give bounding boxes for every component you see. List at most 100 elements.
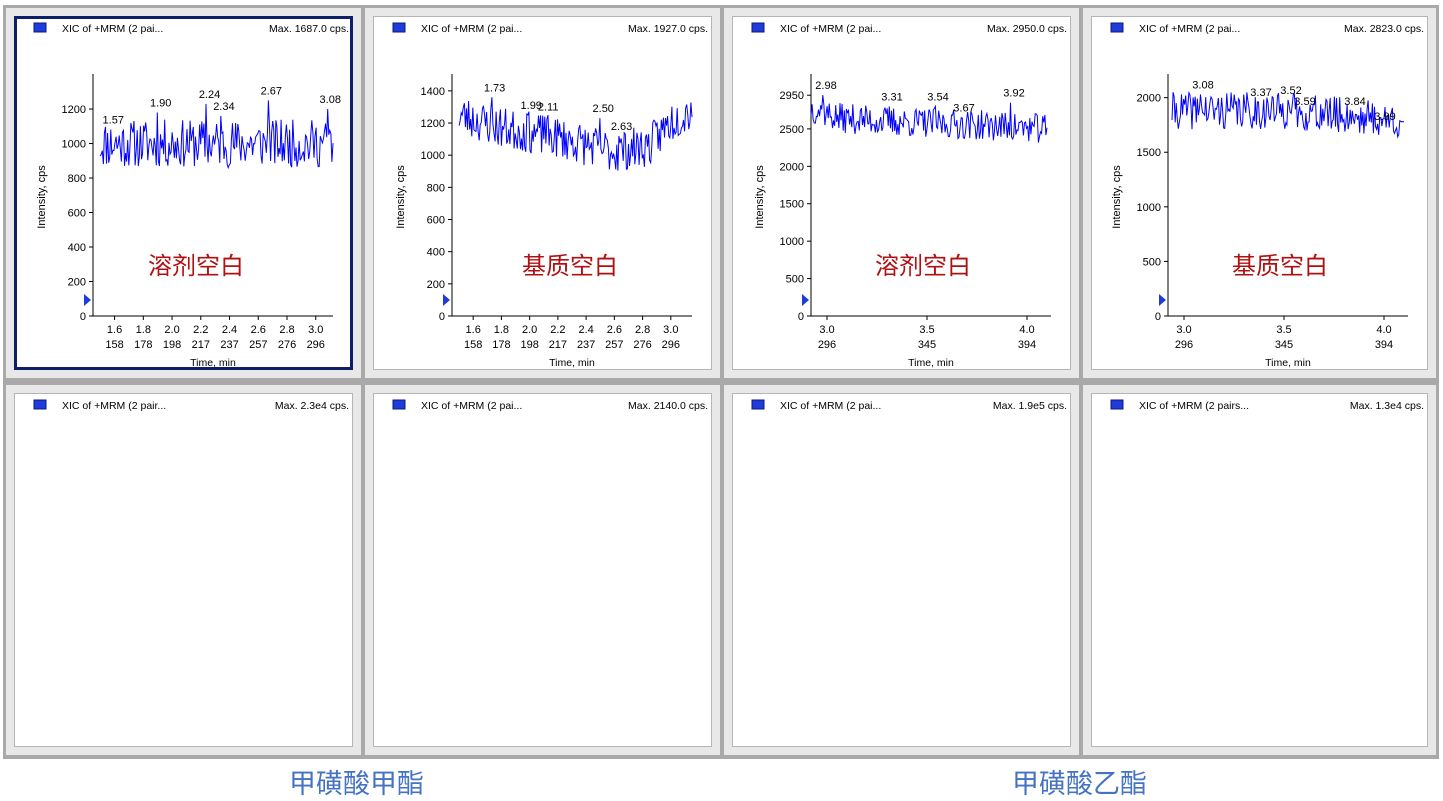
x-tick-label: 3.0 <box>1176 324 1191 336</box>
y-tick-label: 1200 <box>62 104 86 116</box>
x-tick-label-scan: 198 <box>163 339 181 351</box>
chart-header: XIC of +MRM (2 pai... <box>780 400 881 412</box>
peak-label: 2.11 <box>538 102 559 114</box>
peak-label: 2.63 <box>611 121 632 133</box>
peak-label: 2.50 <box>593 103 614 115</box>
x-tick-label: 4.0 <box>1376 324 1391 336</box>
y-tick-label: 2000 <box>1137 93 1161 105</box>
chart-svg: XIC of +MRM (2 pai... Max. 1927.0 cps.020… <box>365 8 720 378</box>
y-axis-title: Intensity, cps <box>1111 165 1123 229</box>
chart-header: XIC of +MRM (2 pair... <box>62 400 166 412</box>
x-tick-label-scan: 257 <box>249 339 267 351</box>
y-tick-label: 1200 <box>421 118 445 130</box>
legend-swatch-icon <box>1111 400 1123 409</box>
x-tick-label-scan: 178 <box>492 339 510 351</box>
legend-swatch-icon <box>752 400 764 409</box>
y-tick-label: 1000 <box>780 236 804 248</box>
sample-annotation: 基质空白 <box>1232 252 1328 280</box>
x-tick-label: 1.6 <box>107 324 122 336</box>
y-tick-label: 0 <box>1155 311 1161 323</box>
chart-panel-6[interactable]: XIC of +MRM (2 pai...Max. 2140.0 cps.050… <box>365 385 720 755</box>
sample-annotation: 溶剂空白 <box>148 252 244 280</box>
legend-swatch-icon <box>34 23 46 32</box>
peak-label: 2.67 <box>261 85 282 97</box>
baseline-marker-icon <box>84 294 91 306</box>
chart-header: XIC of +MRM (2 pai... <box>1139 23 1240 35</box>
x-tick-label-scan: 296 <box>1175 339 1193 351</box>
legend-swatch-icon <box>34 400 46 409</box>
x-tick-label-scan: 296 <box>307 339 325 351</box>
chart-header: XIC of +MRM (2 pai... <box>421 23 522 35</box>
y-axis-title: Intensity, cps <box>754 165 766 229</box>
xic-trace <box>459 97 692 170</box>
y-tick-label: 500 <box>786 274 804 286</box>
legend-swatch-icon <box>393 23 405 32</box>
x-tick-label: 2.4 <box>222 324 237 336</box>
x-tick-label-scan: 158 <box>105 339 123 351</box>
peak-label: 3.92 <box>1003 88 1024 100</box>
x-tick-label-scan: 276 <box>633 339 651 351</box>
x-tick-label-scan: 198 <box>520 339 538 351</box>
chart-panel-7[interactable]: XIC of +MRM (2 pai...Max. 1.9e5 cps.0.05… <box>724 385 1079 755</box>
chart-header: XIC of +MRM (2 pai... <box>780 23 881 35</box>
peak-label: 3.99 <box>1374 111 1395 123</box>
chart-panel-1[interactable]: XIC of +MRM (2 pai... Max. 1687.0 cps. 0 20… <box>6 8 361 378</box>
legend-swatch-icon <box>752 23 764 32</box>
y-tick-label: 800 <box>68 173 86 185</box>
peak-label: 2.98 <box>815 80 836 92</box>
x-tick-label-scan: 276 <box>278 339 296 351</box>
x-tick-label-scan: 237 <box>220 339 238 351</box>
x-tick-label: 2.2 <box>550 324 565 336</box>
x-tick-label-scan: 345 <box>918 339 936 351</box>
caption-methyl-mesylate: 甲磺酸甲酯 <box>289 762 424 801</box>
chart-panel-8[interactable]: XIC of +MRM (2 pairs...Max. 1.3e4 cps.0.… <box>1083 385 1436 755</box>
chart-panel-5[interactable]: XIC of +MRM (2 pair...Max. 2.3e4 cps.0.0… <box>6 385 361 755</box>
chart-svg: XIC of +MRM (2 pair...Max. 2.3e4 cps.0.0… <box>6 385 361 755</box>
x-tick-label: 2.2 <box>193 324 208 336</box>
sample-annotation: 溶剂空白 <box>875 252 971 280</box>
y-tick-label: 1500 <box>1137 147 1161 159</box>
chart-header: XIC of +MRM (2 pai... <box>62 23 163 35</box>
y-tick-label: 400 <box>427 247 445 259</box>
x-tick-label: 1.8 <box>136 324 151 336</box>
y-tick-label: 1500 <box>780 199 804 211</box>
x-tick-label-scan: 217 <box>192 339 210 351</box>
max-intensity-label: Max. 2.3e4 cps. <box>275 400 349 412</box>
legend-swatch-icon <box>1111 23 1123 32</box>
chart-svg: XIC of +MRM (2 pai... Max. 1687.0 cps. 0 20… <box>6 8 361 378</box>
baseline-marker-icon <box>443 294 450 306</box>
chart-svg: XIC of +MRM (2 pai... Max. 2950.0 cps.050… <box>724 8 1079 378</box>
x-tick-label-scan: 394 <box>1018 339 1036 351</box>
chart-header: XIC of +MRM (2 pairs... <box>1139 400 1249 412</box>
x-tick-label: 2.6 <box>607 324 622 336</box>
chart-panel-2[interactable]: XIC of +MRM (2 pai... Max. 1927.0 cps. 0 20… <box>365 8 720 378</box>
x-axis-title: Time, min <box>190 357 236 369</box>
chart-panel-3[interactable]: XIC of +MRM (2 pai... Max. 2950.0 cps. 0 50… <box>724 8 1079 378</box>
peak-label: 3.67 <box>953 103 974 115</box>
y-tick-label: 500 <box>1143 256 1161 268</box>
max-intensity-label: Max. 1.3e4 cps. <box>1350 400 1424 412</box>
x-axis-title: Time, min <box>908 357 954 369</box>
x-tick-label: 1.6 <box>466 324 481 336</box>
x-tick-label: 2.6 <box>251 324 266 336</box>
x-tick-label: 3.0 <box>819 324 834 336</box>
y-tick-label: 1400 <box>421 86 445 98</box>
y-tick-label: 800 <box>427 182 445 194</box>
xic-trace <box>1172 92 1404 137</box>
legend-swatch-icon <box>393 400 405 409</box>
x-axis-title: Time, min <box>1265 357 1311 369</box>
y-tick-label: 0 <box>439 311 445 323</box>
max-intensity-label: Max. 2823.0 cps. <box>1344 23 1424 35</box>
x-tick-label-scan: 296 <box>818 339 836 351</box>
x-tick-label: 1.8 <box>494 324 509 336</box>
y-tick-label: 1000 <box>1137 202 1161 214</box>
chart-panel-4[interactable]: XIC of +MRM (2 pai... Max. 2823.0 cps. 0 50… <box>1083 8 1436 378</box>
y-tick-label: 200 <box>427 279 445 291</box>
x-tick-label-scan: 237 <box>577 339 595 351</box>
x-tick-label: 3.0 <box>663 324 678 336</box>
y-tick-label: 0 <box>798 311 804 323</box>
y-tick-label: 600 <box>68 208 86 220</box>
peak-label: 1.90 <box>150 97 171 109</box>
y-axis-title: Intensity, cps <box>36 165 48 229</box>
x-tick-label: 2.0 <box>522 324 537 336</box>
